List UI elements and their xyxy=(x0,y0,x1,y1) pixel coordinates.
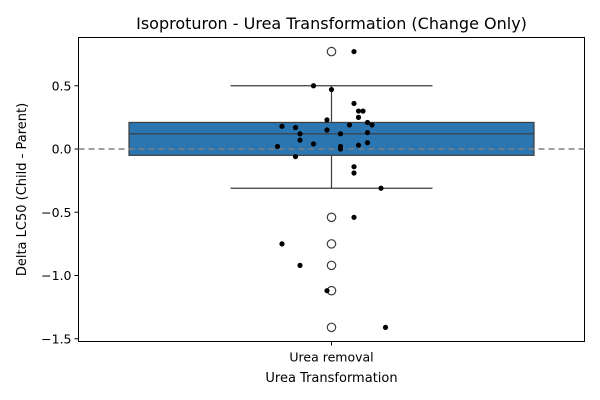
data-point xyxy=(337,146,344,152)
data-point xyxy=(351,164,357,170)
data-point xyxy=(364,119,371,126)
data-point xyxy=(355,142,362,148)
data-point xyxy=(324,127,330,133)
data-point xyxy=(279,123,285,129)
outlier-marker xyxy=(326,46,337,57)
data-point xyxy=(369,122,375,128)
data-point xyxy=(351,170,357,176)
data-point xyxy=(382,324,389,330)
outlier-marker xyxy=(326,260,337,271)
data-point xyxy=(297,262,303,268)
data-point xyxy=(360,108,366,114)
data-point xyxy=(292,153,299,160)
data-point xyxy=(337,131,344,137)
data-point xyxy=(328,86,335,93)
data-point xyxy=(310,141,317,147)
data-point xyxy=(355,108,362,114)
outlier-marker xyxy=(326,239,337,249)
chart-title: Isoproturon - Urea Transformation (Chang… xyxy=(136,14,527,33)
data-point xyxy=(297,137,303,143)
y-axis-label: Delta LC50 (Child - Parent) xyxy=(15,103,30,276)
data-point xyxy=(279,241,285,247)
data-point xyxy=(351,214,357,220)
data-point xyxy=(351,48,357,55)
box-plot xyxy=(128,46,535,333)
data-point xyxy=(378,185,384,191)
x-axis-label: Urea Transformation xyxy=(265,371,397,386)
data-point xyxy=(351,100,357,107)
outlier-marker xyxy=(326,322,337,333)
outlier-marker xyxy=(326,212,337,223)
y-tick-label: −1.5 xyxy=(41,331,71,346)
data-point xyxy=(364,129,371,136)
data-point xyxy=(292,124,299,131)
data-point xyxy=(310,83,317,89)
data-point xyxy=(324,288,330,294)
strip-points xyxy=(274,48,389,330)
data-point xyxy=(274,143,281,150)
y-tick-label: 0.5 xyxy=(52,78,72,93)
axes: 0.5 0.0 −0.5 −1.0 −1.5 Urea removal xyxy=(41,78,373,364)
y-tick-label: 0.0 xyxy=(52,142,72,157)
iqr-box xyxy=(128,121,535,156)
data-point xyxy=(364,140,371,146)
data-point xyxy=(355,114,362,120)
y-tick-label: −0.5 xyxy=(41,205,71,220)
data-point xyxy=(346,122,353,128)
plot-area xyxy=(78,37,585,342)
data-point xyxy=(297,131,303,137)
data-point xyxy=(324,117,330,123)
y-tick-label: −1.0 xyxy=(41,268,71,283)
x-tick-label: Urea removal xyxy=(289,350,373,365)
